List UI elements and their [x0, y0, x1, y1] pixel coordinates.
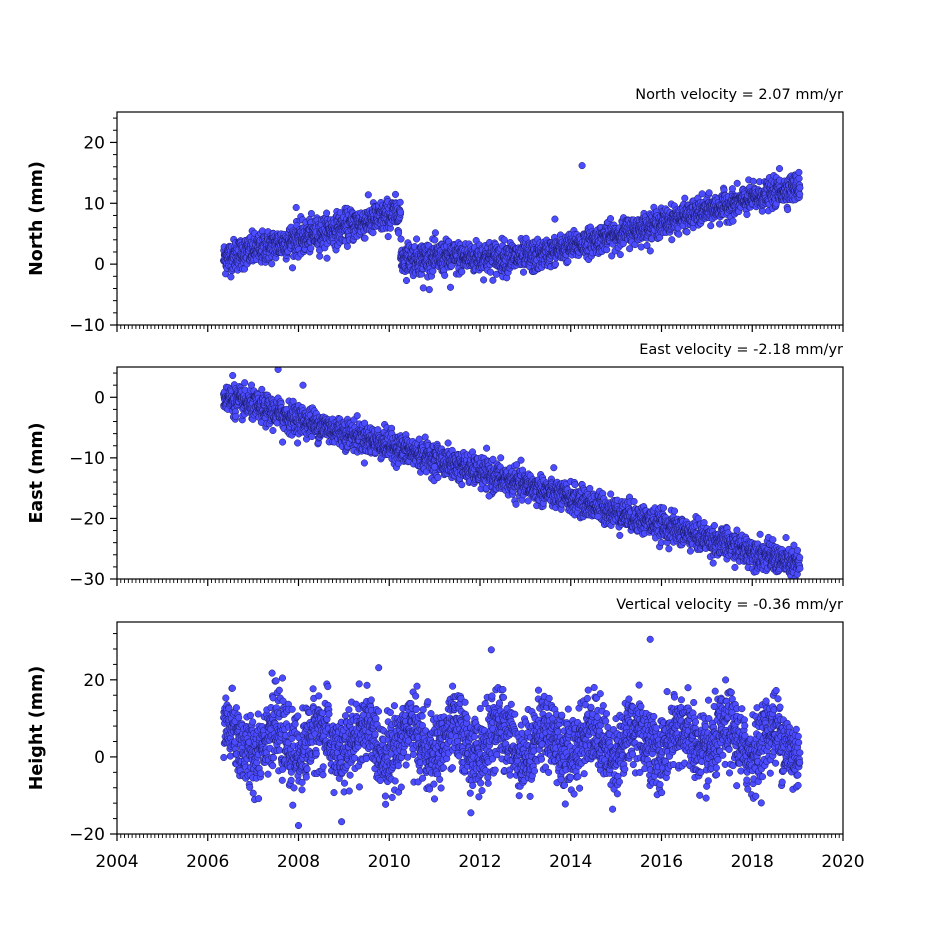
data-point — [607, 215, 614, 222]
data-point — [397, 209, 404, 216]
data-point — [445, 440, 452, 447]
data-point — [241, 379, 248, 386]
data-point — [480, 277, 487, 284]
data-point — [290, 398, 297, 405]
data-point — [385, 233, 392, 240]
data-point — [706, 190, 713, 197]
y-tick-label: 10 — [83, 194, 105, 214]
data-point — [750, 178, 757, 185]
data-point — [375, 426, 382, 433]
data-point — [626, 245, 633, 252]
data-point — [676, 231, 683, 238]
data-point — [233, 413, 240, 420]
data-point — [796, 191, 803, 198]
east-points — [220, 366, 803, 582]
data-point — [520, 269, 527, 276]
data-point — [459, 269, 466, 276]
data-point — [797, 185, 804, 192]
data-point — [552, 261, 559, 268]
data-point — [308, 245, 315, 252]
data-point — [730, 218, 737, 225]
data-point — [669, 236, 676, 243]
data-point — [784, 206, 791, 213]
data-point — [308, 210, 315, 217]
data-point — [565, 258, 572, 265]
y-tick-label: 0 — [94, 255, 105, 275]
data-point — [587, 485, 594, 492]
data-point — [430, 268, 437, 275]
outlier-point — [447, 284, 454, 291]
data-point — [551, 464, 558, 471]
data-point — [294, 440, 301, 447]
outlier-point — [420, 285, 427, 292]
data-point — [518, 457, 525, 464]
panel-north: −10 0 10 20 North velocity = 2.07 mm/yr North… — [27, 87, 843, 336]
data-point — [354, 412, 361, 419]
data-point — [361, 460, 368, 467]
data-point — [289, 265, 296, 272]
data-point — [432, 237, 439, 244]
data-point — [638, 244, 645, 251]
data-point — [744, 211, 751, 218]
outlier-point — [552, 216, 559, 223]
data-point — [323, 210, 330, 217]
data-point — [324, 255, 331, 262]
data-point — [435, 474, 442, 481]
data-point — [513, 501, 520, 508]
north-y-axis-label: North (mm) — [27, 161, 47, 276]
data-point — [759, 208, 766, 215]
data-point — [441, 272, 448, 279]
data-point — [398, 236, 405, 243]
data-point — [699, 191, 706, 198]
y-tick-label: −10 — [69, 316, 105, 336]
data-point — [362, 235, 369, 242]
data-point — [413, 236, 420, 243]
data-point — [426, 286, 433, 293]
outlier-point — [579, 162, 586, 169]
data-point — [682, 195, 689, 202]
data-point — [684, 229, 691, 236]
data-point — [497, 455, 504, 462]
data-point — [487, 269, 494, 276]
data-point — [572, 481, 579, 488]
outlier-point — [293, 204, 300, 211]
data-point — [796, 175, 803, 182]
data-point — [647, 248, 654, 255]
data-point — [603, 246, 610, 253]
data-point — [432, 230, 439, 237]
data-point — [459, 481, 466, 488]
data-point — [490, 277, 497, 284]
data-point — [729, 185, 736, 192]
data-point — [397, 199, 404, 206]
north-velocity-title: North velocity = 2.07 mm/yr — [635, 87, 843, 103]
data-point — [268, 261, 275, 268]
data-point — [501, 237, 508, 244]
outlier-point — [776, 165, 783, 172]
data-point — [259, 386, 266, 393]
north-points — [220, 162, 803, 293]
data-point — [525, 498, 532, 505]
data-point — [617, 251, 624, 258]
data-point — [228, 274, 235, 281]
data-point — [483, 445, 490, 452]
data-point — [707, 222, 714, 229]
data-point — [395, 230, 402, 237]
data-point — [365, 192, 372, 199]
data-point — [403, 277, 410, 284]
data-point — [716, 221, 723, 228]
data-point — [796, 169, 803, 176]
data-point — [392, 191, 399, 198]
data-point — [344, 243, 351, 250]
data-point — [734, 180, 741, 187]
data-point — [370, 229, 377, 236]
data-point — [270, 427, 277, 434]
y-tick-label: 20 — [83, 133, 105, 153]
data-point — [316, 253, 323, 260]
